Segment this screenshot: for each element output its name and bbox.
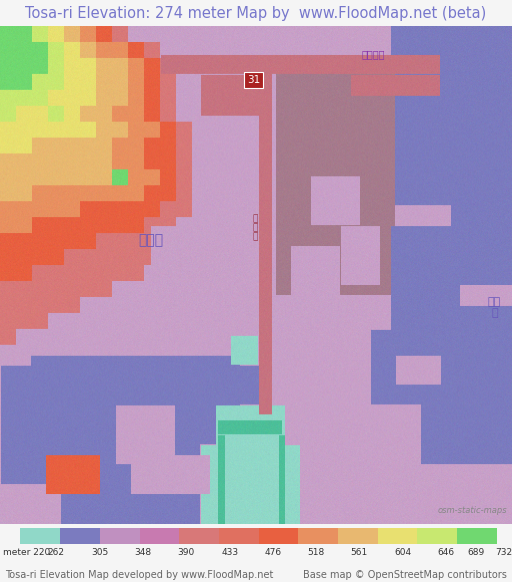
Text: 31: 31	[247, 75, 260, 85]
Bar	[417, 528, 457, 544]
Bar	[60, 528, 100, 544]
Text: 604: 604	[394, 548, 411, 556]
Bar	[139, 528, 179, 544]
Bar	[457, 528, 497, 544]
Text: 390: 390	[178, 548, 195, 556]
Text: 433: 433	[221, 548, 238, 556]
Text: 646: 646	[438, 548, 455, 556]
Text: 모시리: 모시리	[138, 233, 164, 247]
Text: osm-static-maps: osm-static-maps	[437, 506, 507, 515]
Bar	[378, 528, 417, 544]
Text: 305: 305	[91, 548, 109, 556]
Bar	[338, 528, 378, 544]
Text: 518: 518	[308, 548, 325, 556]
Text: 금강신로: 금강신로	[362, 49, 386, 59]
Text: 689: 689	[467, 548, 484, 556]
Bar	[298, 528, 338, 544]
Text: Tosa-ri Elevation: 274 meter Map by  www.FloodMap.net (beta): Tosa-ri Elevation: 274 meter Map by www.…	[26, 6, 486, 20]
Text: 561: 561	[351, 548, 368, 556]
Text: 348: 348	[135, 548, 152, 556]
Bar	[219, 528, 259, 544]
Text: 비
내
로: 비 내 로	[253, 214, 258, 241]
Text: meter 220: meter 220	[3, 548, 50, 556]
Text: 지산
리: 지산 리	[488, 297, 501, 318]
Text: 476: 476	[264, 548, 281, 556]
Text: Base map © OpenStreetMap contributors: Base map © OpenStreetMap contributors	[303, 570, 507, 580]
Text: 262: 262	[47, 548, 64, 556]
Text: Tosa-ri Elevation Map developed by www.FloodMap.net: Tosa-ri Elevation Map developed by www.F…	[5, 570, 273, 580]
Bar	[100, 528, 139, 544]
Bar	[179, 528, 219, 544]
Bar	[259, 528, 298, 544]
Bar	[20, 528, 60, 544]
Text: 732: 732	[495, 548, 512, 556]
